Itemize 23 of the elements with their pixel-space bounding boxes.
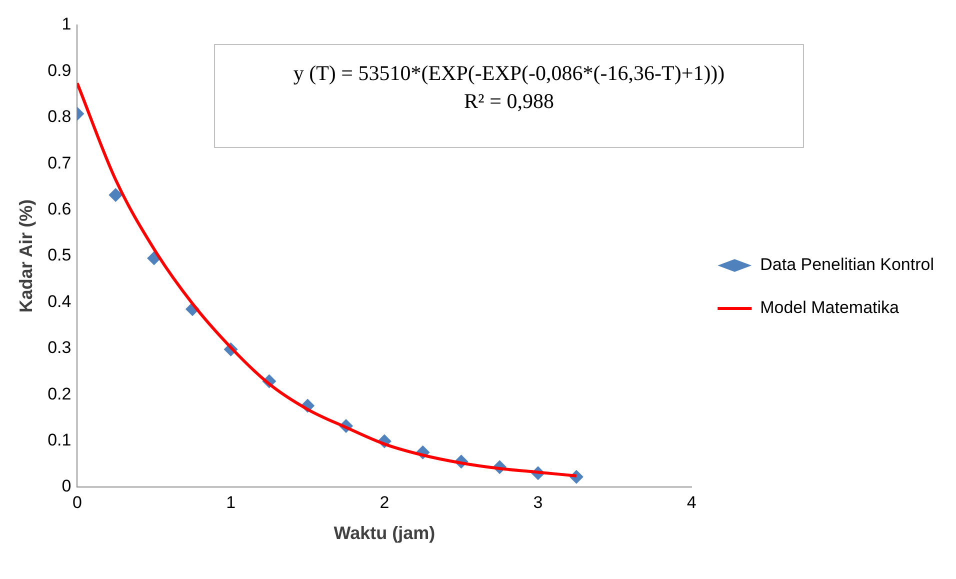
y-tick-label: 0.8 xyxy=(48,107,72,126)
text-box: y (T) = 53510*(EXP(-EXP(-0,086*(-16,36-T)+1))) R² = 0,988 xyxy=(214,44,804,148)
legend-label: Model Matematika xyxy=(760,298,900,318)
y-tick-label: 0.5 xyxy=(48,246,72,265)
legend-label: Data Penelitian Kontrol xyxy=(760,255,934,274)
x-axis-title: Waktu (jam) xyxy=(334,523,436,544)
y-axis-title: Kadar Air (%) xyxy=(16,199,36,313)
y-tick-label: 0.2 xyxy=(48,384,72,404)
annotation: y (T) = 53510*(EXP(-EXP(-0,086*(-16,36-T)+1))) xyxy=(292,60,726,87)
x-tick-label: 4 xyxy=(686,492,696,512)
y-tick-label: 1 xyxy=(62,14,72,34)
annotation: R² = 0,988 xyxy=(463,88,555,115)
y-tick-label: 0.7 xyxy=(48,153,72,172)
x-tick-label: 1 xyxy=(226,492,236,512)
y-tick-label: 0.6 xyxy=(48,199,72,218)
y-tick-label: 0.9 xyxy=(48,60,72,80)
x-tick-label: 2 xyxy=(380,492,390,512)
x-tick-label: 3 xyxy=(533,492,543,512)
point xyxy=(108,188,123,202)
y-tick-label: 0 xyxy=(62,476,72,496)
y-tick-label: 0.4 xyxy=(48,292,72,311)
y-tick-label: 0.3 xyxy=(48,338,72,358)
y-tick-label: 0.1 xyxy=(48,430,72,450)
